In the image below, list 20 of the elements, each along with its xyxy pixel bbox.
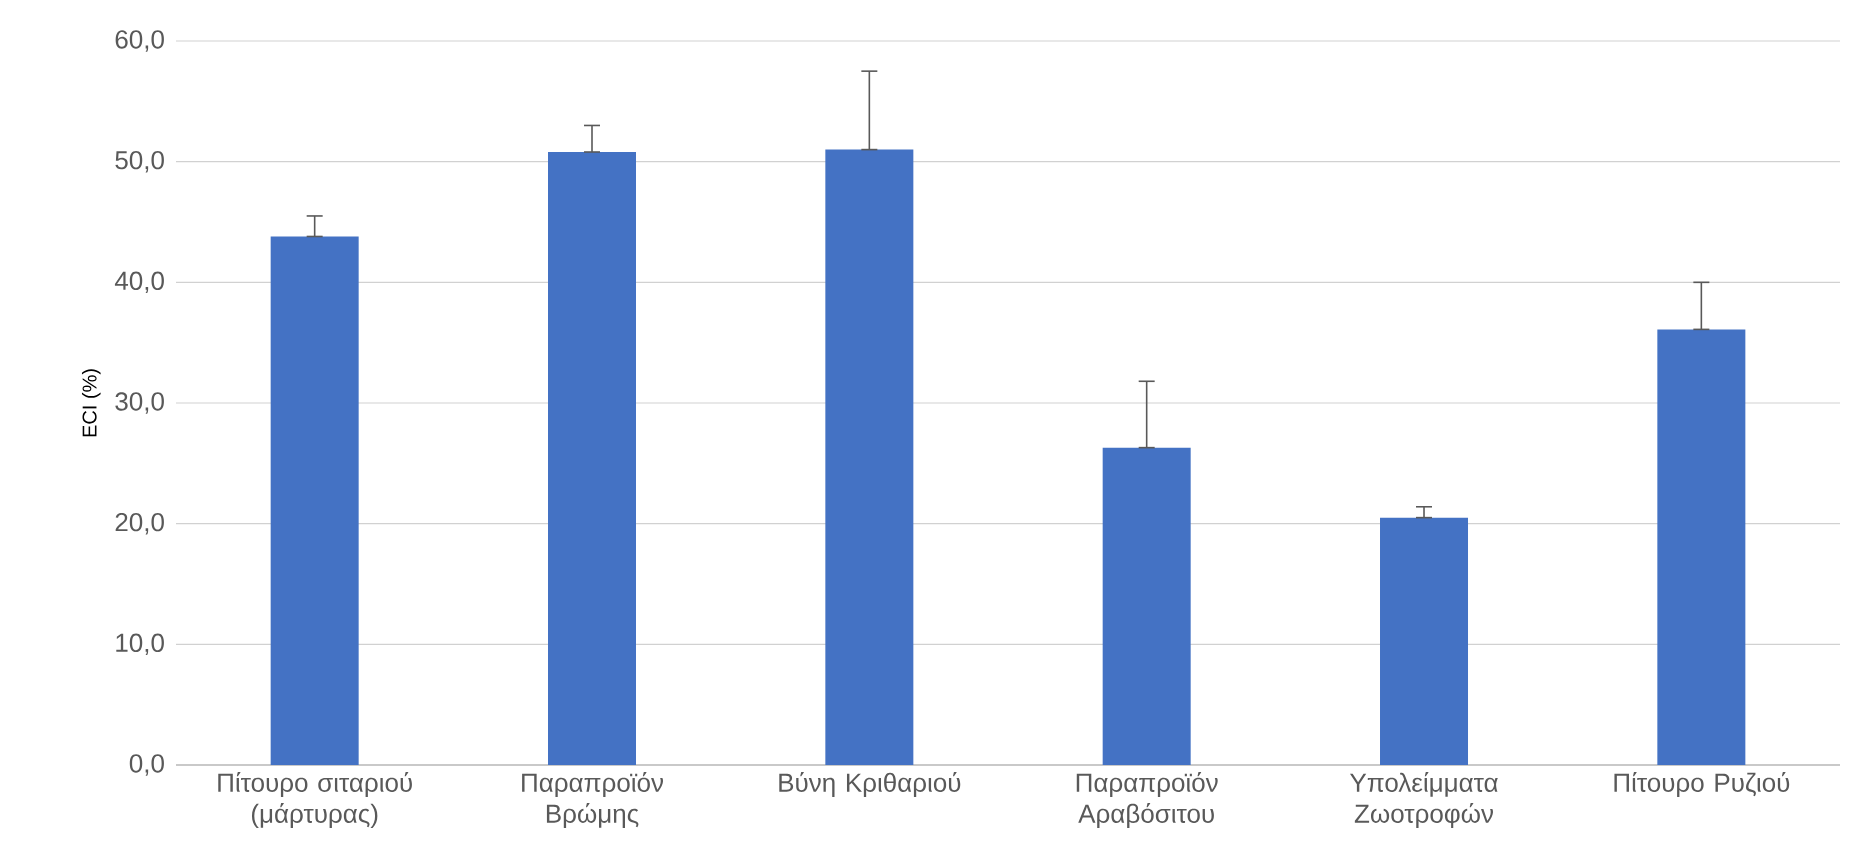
- x-tick-label: Παραπροϊόν Βρώμης: [522, 772, 664, 829]
- x-tick-label: Βύνη Κριθαριού: [779, 772, 961, 798]
- y-tick-label: 60,0: [115, 30, 164, 52]
- y-tick-label: 40,0: [114, 271, 164, 294]
- y-axis-title: ECI (%): [81, 369, 101, 437]
- x-tick-label: Πίτουρο Ρυζιού: [1614, 772, 1790, 798]
- bar: [548, 152, 636, 765]
- bar: [1657, 329, 1746, 765]
- bar: [1102, 447, 1191, 765]
- x-tick-label: Υπολείμματα Ζωοτροφών: [1349, 772, 1498, 829]
- bar: [270, 236, 359, 765]
- bar: [825, 149, 914, 765]
- x-tick-label: Παραπροϊόν Αραβόσιτου: [1076, 772, 1218, 829]
- y-tick-label: 0,0: [129, 754, 164, 776]
- y-tick-label: 30,0: [115, 392, 164, 414]
- y-tick-label: 20,0: [115, 512, 164, 535]
- x-tick-label: Πίτουρο σιταριού (μάρτυρας): [218, 772, 412, 829]
- y-tick-label: 50,0: [115, 150, 164, 173]
- bar: [1380, 517, 1469, 765]
- y-tick-label: 10,0: [116, 633, 164, 656]
